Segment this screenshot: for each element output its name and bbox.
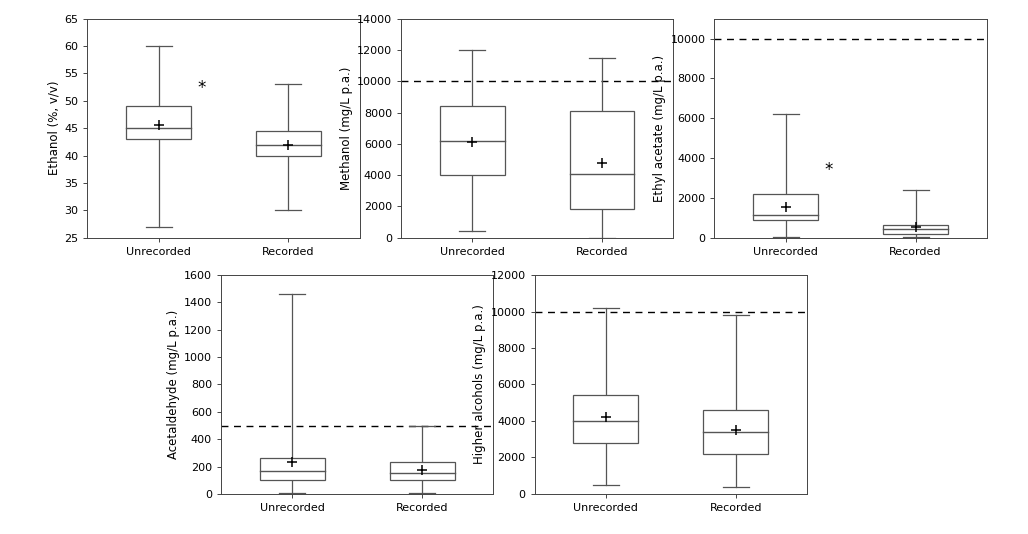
Bar bbox=[126, 106, 191, 139]
Y-axis label: Higher alcohols (mg/L p.a.): Higher alcohols (mg/L p.a.) bbox=[473, 304, 486, 465]
Bar bbox=[260, 458, 325, 480]
Bar bbox=[570, 111, 634, 209]
Bar bbox=[703, 410, 768, 454]
Bar bbox=[754, 194, 818, 219]
Bar bbox=[883, 225, 948, 234]
Bar bbox=[390, 462, 454, 480]
Y-axis label: Ethyl acetate (mg/L p.a.): Ethyl acetate (mg/L p.a.) bbox=[653, 54, 666, 202]
Y-axis label: Acetaldehyde (mg/L p.a.): Acetaldehyde (mg/L p.a.) bbox=[167, 310, 180, 459]
Y-axis label: Methanol (mg/L p.a.): Methanol (mg/L p.a.) bbox=[339, 66, 353, 190]
Y-axis label: Ethanol (%, v/v): Ethanol (%, v/v) bbox=[47, 81, 60, 175]
Bar bbox=[574, 395, 638, 443]
Text: *: * bbox=[197, 79, 206, 97]
Bar bbox=[256, 131, 321, 155]
Bar bbox=[440, 106, 505, 175]
Text: *: * bbox=[824, 161, 833, 179]
